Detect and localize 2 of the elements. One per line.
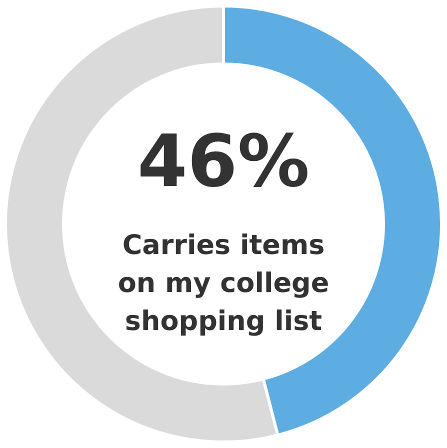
data-label: 46% xyxy=(137,119,310,203)
text: Carries items on my college shopping list xyxy=(118,230,330,337)
